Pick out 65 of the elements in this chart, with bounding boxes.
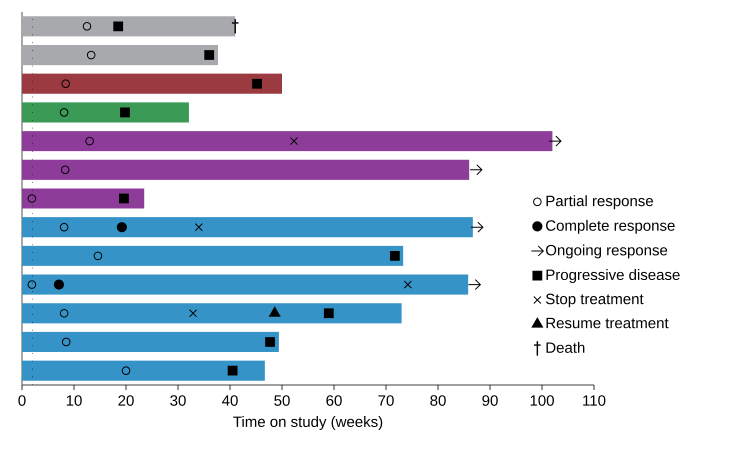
bar bbox=[22, 160, 470, 180]
x-tick-label: 40 bbox=[222, 395, 238, 406]
bar bbox=[22, 246, 404, 266]
point bbox=[60, 108, 68, 117]
point bbox=[61, 79, 70, 88]
x-tick-label: 20 bbox=[118, 395, 134, 406]
point bbox=[113, 21, 124, 32]
bar bbox=[22, 102, 189, 122]
point bbox=[60, 166, 70, 174]
x-tick-label: 60 bbox=[326, 395, 342, 406]
point bbox=[548, 136, 562, 147]
point bbox=[189, 309, 198, 318]
point bbox=[324, 308, 334, 318]
bar bbox=[22, 44, 218, 66]
point bbox=[60, 222, 68, 232]
legend-label: Resume treatment bbox=[546, 318, 669, 328]
point bbox=[228, 366, 238, 376]
bar bbox=[22, 131, 552, 152]
point bbox=[120, 108, 130, 118]
x-axis-title: Time on study (weeks) bbox=[233, 416, 382, 430]
bar bbox=[22, 217, 473, 238]
bar bbox=[22, 332, 279, 352]
x-tick-label: 100 bbox=[530, 395, 554, 406]
point bbox=[28, 194, 36, 203]
point bbox=[204, 50, 214, 60]
point bbox=[194, 223, 203, 232]
point bbox=[404, 280, 412, 289]
point bbox=[116, 222, 127, 232]
x-tick-label: 10 bbox=[66, 395, 82, 406]
point bbox=[85, 136, 94, 146]
bar bbox=[22, 360, 265, 381]
point bbox=[290, 137, 298, 146]
point bbox=[468, 279, 481, 290]
point bbox=[390, 250, 400, 261]
point bbox=[252, 78, 262, 89]
bar bbox=[22, 74, 282, 94]
x-tick-label: 50 bbox=[274, 395, 290, 406]
bar bbox=[22, 274, 468, 295]
point bbox=[86, 50, 96, 60]
point bbox=[265, 337, 275, 347]
point bbox=[122, 366, 130, 375]
legend-label: Ongoing response bbox=[546, 244, 668, 258]
legend-label: Partial response bbox=[546, 195, 653, 210]
legend-label: Complete response bbox=[546, 220, 675, 234]
point bbox=[62, 338, 70, 346]
bar bbox=[22, 188, 144, 209]
x-tick-label: 70 bbox=[378, 395, 394, 406]
x-tick-label: 110 bbox=[583, 395, 606, 406]
point bbox=[60, 308, 68, 318]
point bbox=[54, 279, 64, 290]
legend-label: Stop treatment bbox=[546, 294, 644, 308]
x-tick-label: 80 bbox=[430, 395, 446, 406]
legend-label: Death bbox=[546, 342, 584, 353]
bar bbox=[22, 303, 402, 324]
legend-label: Progressive disease bbox=[546, 269, 680, 284]
x-tick-label: 30 bbox=[170, 395, 186, 406]
point bbox=[470, 164, 482, 176]
point bbox=[94, 252, 102, 260]
point bbox=[119, 194, 129, 204]
point bbox=[82, 22, 92, 31]
x-tick-label: 90 bbox=[482, 395, 498, 406]
point bbox=[470, 222, 484, 233]
x-tick-label: 0 bbox=[18, 395, 26, 406]
bar bbox=[22, 16, 236, 36]
point bbox=[28, 280, 36, 289]
